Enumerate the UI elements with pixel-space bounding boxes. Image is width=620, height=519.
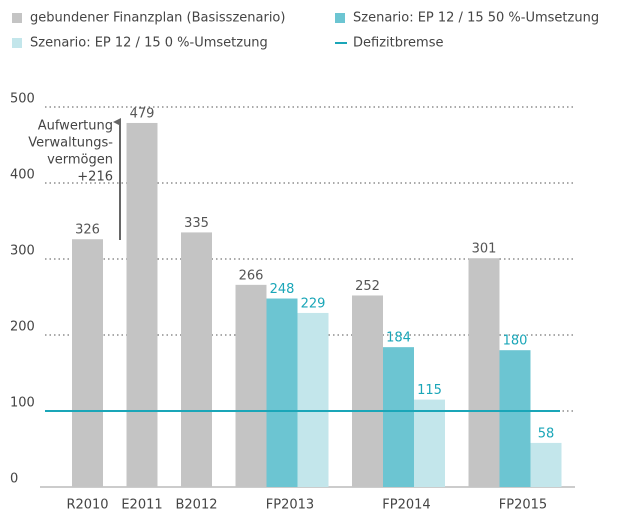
value-label: 115 xyxy=(417,383,442,398)
value-label: 252 xyxy=(355,279,380,294)
value-label: 326 xyxy=(75,223,100,238)
legend-swatch xyxy=(335,13,345,23)
x-tick-label: FP2015 xyxy=(499,498,547,513)
annotation: +216 xyxy=(77,170,113,185)
bar xyxy=(126,122,158,488)
bar xyxy=(414,399,445,487)
bar xyxy=(297,312,329,487)
value-label: 248 xyxy=(270,282,295,297)
x-tick-label: R2010 xyxy=(66,498,108,513)
value-label: 184 xyxy=(386,331,411,346)
value-label: 479 xyxy=(130,106,155,121)
y-tick-label: 400 xyxy=(10,168,35,183)
value-label: 180 xyxy=(503,334,528,349)
y-tick-label: 300 xyxy=(10,244,35,259)
value-label: 335 xyxy=(184,216,209,231)
y-tick-label: 100 xyxy=(10,396,35,411)
legend-label: Defizitbremse xyxy=(353,36,443,51)
legend-label: Szenario: EP 12 / 15 50 %-Umsetzung xyxy=(353,11,599,26)
bar xyxy=(530,442,562,487)
legend-label: gebundener Finanzplan (Basisszenario) xyxy=(30,11,285,26)
bar xyxy=(72,239,103,487)
annotation: Verwaltungs- xyxy=(28,136,113,151)
bar xyxy=(499,350,531,487)
bar xyxy=(468,258,500,487)
bar xyxy=(352,295,383,487)
value-label: 266 xyxy=(239,268,264,283)
bar xyxy=(266,298,298,487)
bar xyxy=(181,232,212,487)
bar xyxy=(383,347,414,487)
annotation: vermögen xyxy=(47,153,113,168)
x-tick-label: E2011 xyxy=(121,498,162,513)
y-tick-label: 200 xyxy=(10,320,35,335)
legend-swatch xyxy=(12,38,22,48)
value-label: 301 xyxy=(472,242,497,257)
x-tick-label: FP2013 xyxy=(266,498,314,513)
y-tick-label: 0 xyxy=(10,472,18,487)
annotation: Aufwertung xyxy=(38,119,113,134)
legend-swatch xyxy=(12,13,22,23)
legend-label: Szenario: EP 12 / 15 0 %-Umsetzung xyxy=(30,36,268,51)
value-label: 58 xyxy=(538,426,555,441)
y-tick-label: 500 xyxy=(10,92,35,107)
value-label: 229 xyxy=(301,296,326,311)
x-tick-label: FP2014 xyxy=(382,498,430,513)
x-tick-label: B2012 xyxy=(175,498,217,513)
bar xyxy=(235,284,267,487)
